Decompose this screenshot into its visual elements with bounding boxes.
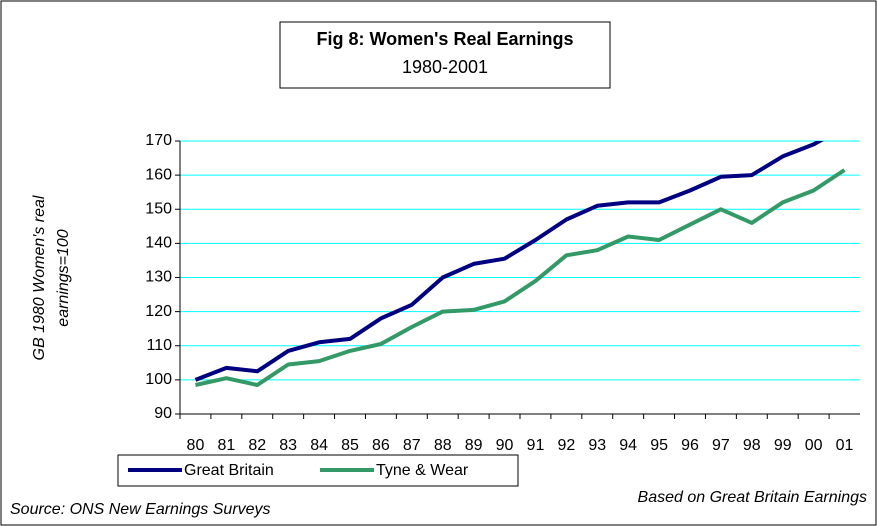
x-tick-label: 99 bbox=[774, 437, 792, 454]
x-tick-label: 93 bbox=[588, 437, 606, 454]
x-tick-label: 98 bbox=[743, 437, 761, 454]
x-tick-label: 95 bbox=[650, 437, 668, 454]
x-tick-label: 90 bbox=[496, 437, 514, 454]
y-tick-label: 170 bbox=[145, 132, 172, 149]
y-tick-label: 140 bbox=[145, 235, 172, 252]
x-tick-label: 89 bbox=[465, 437, 483, 454]
x-tick-label: 92 bbox=[557, 437, 575, 454]
data-line bbox=[195, 168, 846, 387]
x-tick-label: 97 bbox=[712, 437, 730, 454]
y-tick-label: 130 bbox=[145, 269, 172, 286]
y-tick-label: 120 bbox=[145, 303, 172, 320]
legend-label: Great Britain bbox=[184, 462, 274, 479]
x-tick-label: 01 bbox=[836, 437, 854, 454]
y-tick-label: 100 bbox=[145, 371, 172, 388]
source-note: Source: ONS New Earnings Surveys bbox=[10, 501, 271, 518]
x-tick-label: 83 bbox=[279, 437, 297, 454]
plot-area bbox=[194, 141, 846, 387]
x-tick-label: 87 bbox=[403, 437, 421, 454]
x-tick-label: 84 bbox=[310, 437, 328, 454]
title-box bbox=[279, 21, 611, 89]
x-tick-label: 96 bbox=[681, 437, 699, 454]
x-tick-label: 81 bbox=[217, 437, 235, 454]
chart-subtitle: 1980-2001 bbox=[402, 57, 488, 77]
footnote: Based on Great Britain Earnings bbox=[638, 489, 867, 506]
x-tick-label: 00 bbox=[805, 437, 823, 454]
x-tick-label: 80 bbox=[187, 437, 205, 454]
x-tick-label: 86 bbox=[372, 437, 390, 454]
x-tick-label: 88 bbox=[434, 437, 452, 454]
chart-title: Fig 8: Women's Real Earnings bbox=[316, 29, 573, 49]
y-tick-label: 110 bbox=[146, 337, 172, 354]
legend-box bbox=[117, 454, 519, 487]
y-tick-label: 160 bbox=[145, 166, 172, 183]
y-tick-label: 90 bbox=[154, 405, 172, 422]
x-tick-label: 91 bbox=[527, 437, 545, 454]
x-tick-label: 94 bbox=[619, 437, 637, 454]
data-line bbox=[194, 141, 824, 382]
legend-label: Tyne & Wear bbox=[376, 462, 469, 479]
y-tick-label: 150 bbox=[145, 200, 172, 217]
y-axis-title: earnings=100 bbox=[55, 229, 72, 327]
x-tick-label: 82 bbox=[248, 437, 266, 454]
y-axis-title: GB 1980 Women's real bbox=[31, 195, 48, 360]
x-tick-label: 85 bbox=[341, 437, 359, 454]
